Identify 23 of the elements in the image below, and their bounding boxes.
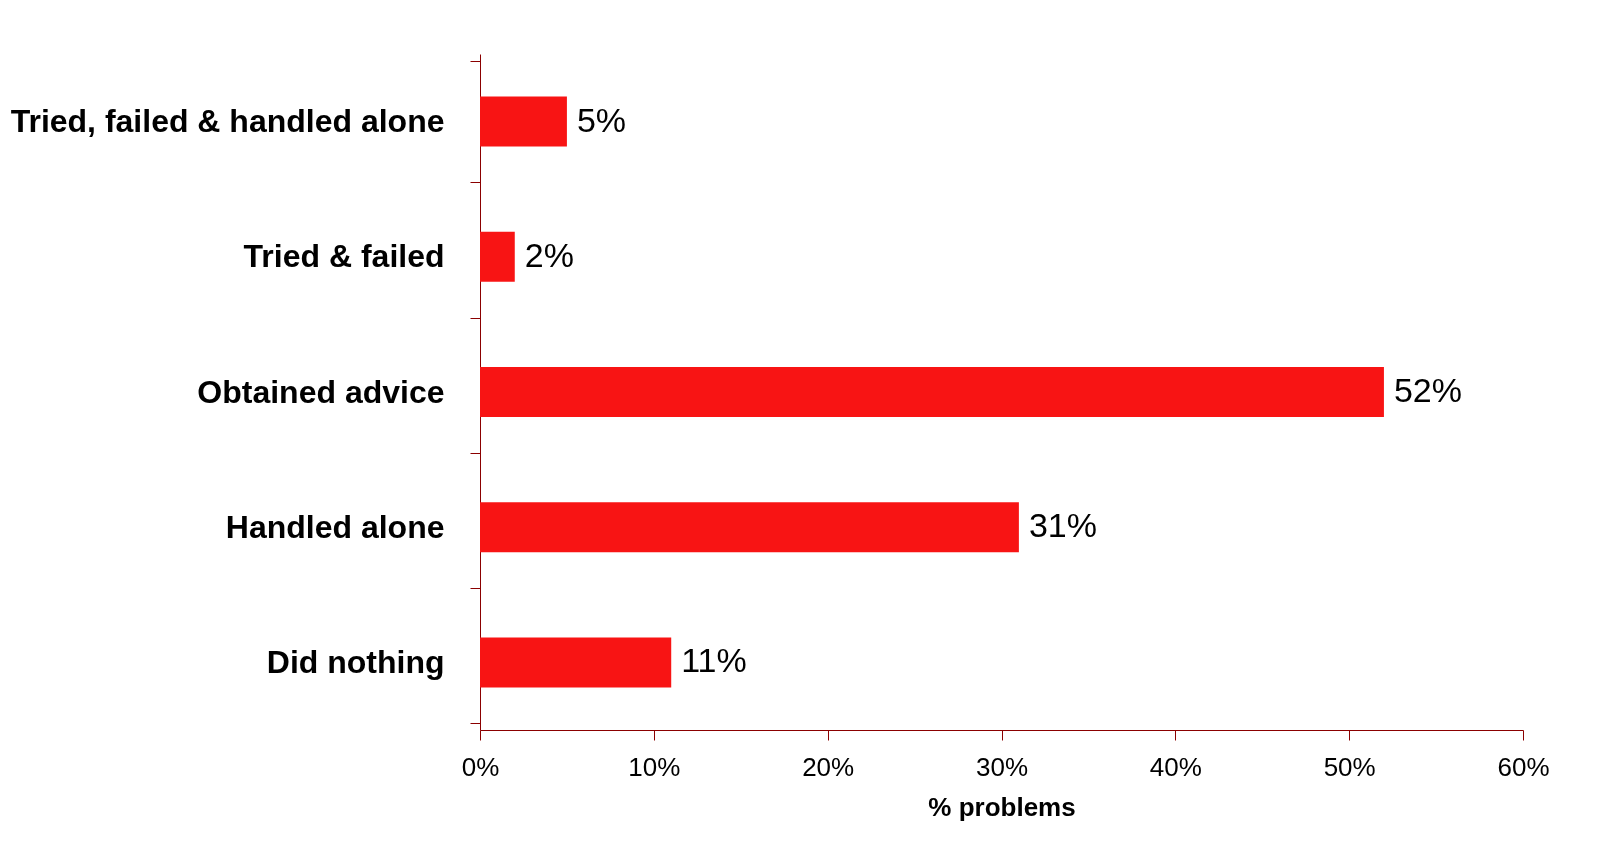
data-label: 2% <box>524 235 574 274</box>
x-tick-label: 30% <box>975 751 1029 782</box>
y-tick-label: Tried & failed <box>243 238 445 275</box>
y-tick-label: Obtained advice <box>197 373 445 410</box>
bar <box>480 637 672 688</box>
x-tick-label: 60% <box>1497 751 1550 782</box>
x-tick-label: 40% <box>1149 751 1202 782</box>
x-tick-label: 20% <box>802 751 855 782</box>
bar <box>480 502 1019 553</box>
data-label: 31% <box>1028 506 1097 545</box>
y-tick-label: Did nothing <box>266 643 445 680</box>
x-tick-label: 10% <box>628 751 681 782</box>
data-label: 5% <box>576 100 627 139</box>
x-tick-label: 50% <box>1323 751 1376 782</box>
x-axis-title: % problems <box>928 791 1076 822</box>
y-tick-label: Handled alone <box>225 508 445 545</box>
bar <box>480 367 1384 417</box>
y-tick-label: Tried, failed & handled alone <box>10 103 445 140</box>
bar <box>480 231 515 282</box>
x-tick-label: 0% <box>461 751 500 782</box>
data-label: 11% <box>681 641 747 680</box>
bar <box>480 96 567 147</box>
data-label: 52% <box>1393 371 1462 409</box>
